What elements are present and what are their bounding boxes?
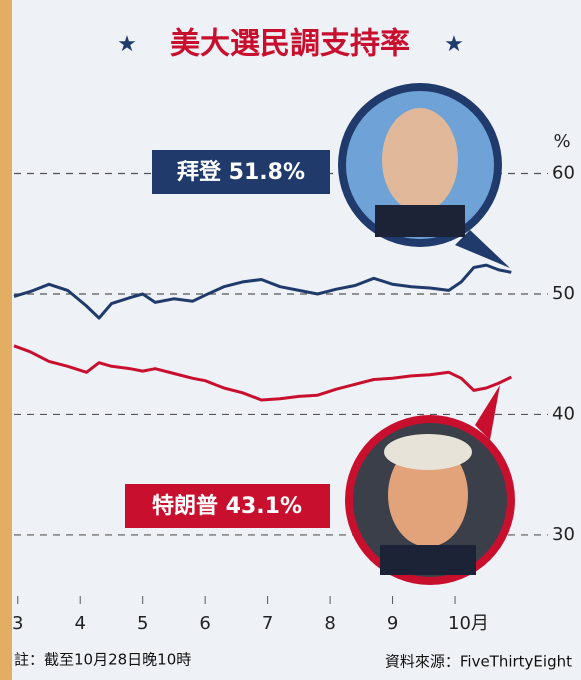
x-tick-label: 3 <box>12 613 23 634</box>
annotation: 拜登 51.8% <box>177 160 305 185</box>
x-tick-label: 6 <box>199 613 210 634</box>
y-tick-label: 30 <box>552 524 575 545</box>
x-tick-label: 7 <box>262 613 273 634</box>
source: 資料來源：FiveThirtyEight <box>385 653 572 671</box>
y-unit: % <box>553 131 570 152</box>
x-tick-label: 5 <box>137 613 148 634</box>
y-tick-label: 60 <box>552 162 575 183</box>
chart-title: 美大選民調支持率 <box>170 27 410 62</box>
x-tick-label: 8 <box>324 613 335 634</box>
annotation: 特朗普 43.1% <box>152 493 302 519</box>
star: ★ <box>444 32 464 57</box>
star: ★ <box>117 32 137 57</box>
y-tick-label: 40 <box>552 403 575 424</box>
background <box>0 0 581 680</box>
x-tick-label: 9 <box>387 613 398 634</box>
x-tick-label: 10月 <box>448 613 489 634</box>
side-strip <box>0 0 12 680</box>
page: {"chart_data": { "type": "line", "title"… <box>0 0 581 680</box>
y-tick-label: 50 <box>552 283 575 304</box>
chart: ★ ★ 美大選民調支持率 % 30 40 50 60 3 4 5 6 7 8 9 10月 拜登 51.… <box>0 0 581 680</box>
x-tick-label: 4 <box>74 613 85 634</box>
footnote: 註：截至10月28日晚10時 <box>14 651 191 669</box>
